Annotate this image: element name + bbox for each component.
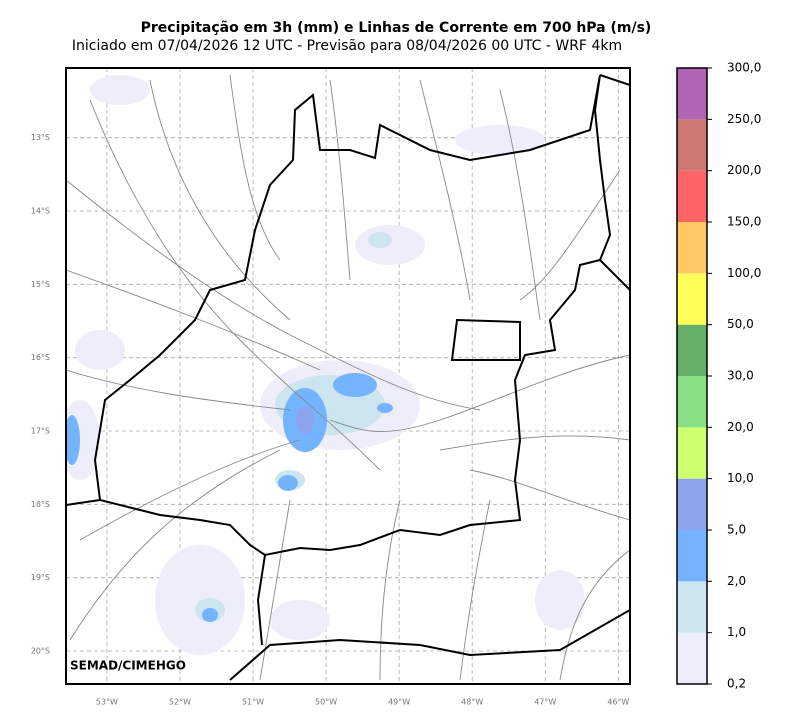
colorbar-label: 100,0 — [727, 266, 761, 280]
lat-tick-label: 15°S — [31, 280, 50, 289]
subtitle: Iniciado em 07/04/2026 12 UTC - Previsão… — [72, 38, 622, 54]
lon-tick-label: 52°W — [169, 698, 191, 707]
colorbar-label: 300,0 — [727, 61, 761, 75]
colorbar-label: 20,0 — [727, 420, 754, 434]
title: Precipitação em 3h (mm) e Linhas de Corr… — [141, 20, 652, 36]
colorbar-label: 50,0 — [727, 317, 754, 331]
precip-light — [66, 75, 585, 655]
colorbar-label: 150,0 — [727, 215, 761, 229]
colorbar: 0,2 1,0 2,0 5,0 10,0 20,0 30,0 50,0 100,0 150,0 20… — [676, 61, 761, 691]
colorbar-segment — [677, 324, 707, 376]
lon-tick-label: 53°W — [96, 698, 118, 707]
lat-tick-label: 17°S — [31, 427, 50, 436]
state-borders — [66, 74, 630, 681]
credit: SEMAD/CIMEHGO — [70, 659, 186, 673]
lat-tick-label: 13°S — [31, 133, 50, 142]
colorbar-segment — [677, 222, 707, 274]
lon-tick-label: 50°W — [315, 698, 337, 707]
colorbar-segment — [677, 119, 707, 171]
colorbar-label: 5,0 — [727, 523, 746, 537]
colorbar-segment — [677, 478, 707, 530]
colorbar-label: 10,0 — [727, 471, 754, 485]
precip-5 — [296, 406, 314, 434]
lon-tick-label: 49°W — [388, 698, 410, 707]
lat-tick-label: 18°S — [31, 500, 50, 509]
colorbar-segment — [677, 632, 707, 684]
lat-tick-label: 14°S — [31, 207, 50, 216]
streamlines — [66, 74, 630, 681]
lon-tick-label: 47°W — [534, 698, 556, 707]
colorbar-label: 0,2 — [727, 677, 746, 691]
colorbar-segment — [677, 68, 707, 120]
lat-tick-label: 19°S — [31, 573, 50, 582]
colorbar-segment — [677, 581, 707, 633]
colorbar-label: 30,0 — [727, 369, 754, 383]
colorbar-segment — [677, 376, 707, 428]
lon-tick-label: 51°W — [242, 698, 264, 707]
colorbar-label: 250,0 — [727, 112, 761, 126]
lat-tick-label: 16°S — [31, 353, 50, 362]
colorbar-label: 200,0 — [727, 163, 761, 177]
map-frame — [65, 67, 631, 685]
colorbar-label: 2,0 — [727, 574, 746, 588]
lon-tick-label: 48°W — [461, 698, 483, 707]
lon-tick-label: 46°W — [607, 698, 629, 707]
colorbar-segment — [677, 530, 707, 582]
colorbar-segment — [677, 170, 707, 222]
lat-tick-label: 20°S — [31, 647, 50, 656]
colorbar-label: 1,0 — [727, 625, 746, 639]
colorbar-segment — [677, 427, 707, 479]
colorbar-segment — [677, 273, 707, 325]
map-area — [66, 68, 630, 684]
